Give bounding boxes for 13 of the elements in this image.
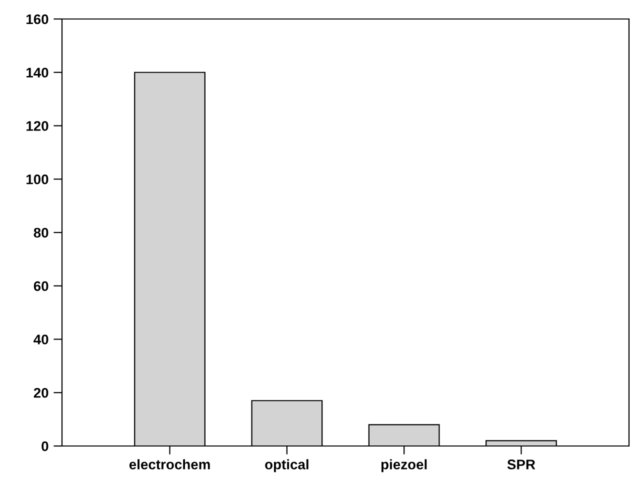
x-tick-label: piezoel [381, 459, 427, 472]
y-tick-label: 100 [26, 174, 48, 184]
y-tick-label: 60 [34, 281, 48, 292]
x-tick-label: optical [265, 459, 308, 472]
y-tick-label: 140 [26, 68, 48, 78]
y-tick-label: 0 [42, 441, 48, 452]
y-tick-label: 80 [34, 228, 48, 238]
y-tick-label: 160 [26, 14, 48, 24]
y-tick-label: 40 [34, 334, 48, 344]
x-tick-label: electrochem [129, 459, 210, 470]
y-tick-label: 20 [34, 388, 48, 398]
y-tick-label: 120 [26, 121, 48, 131]
x-tick-label: SPR [507, 460, 536, 470]
